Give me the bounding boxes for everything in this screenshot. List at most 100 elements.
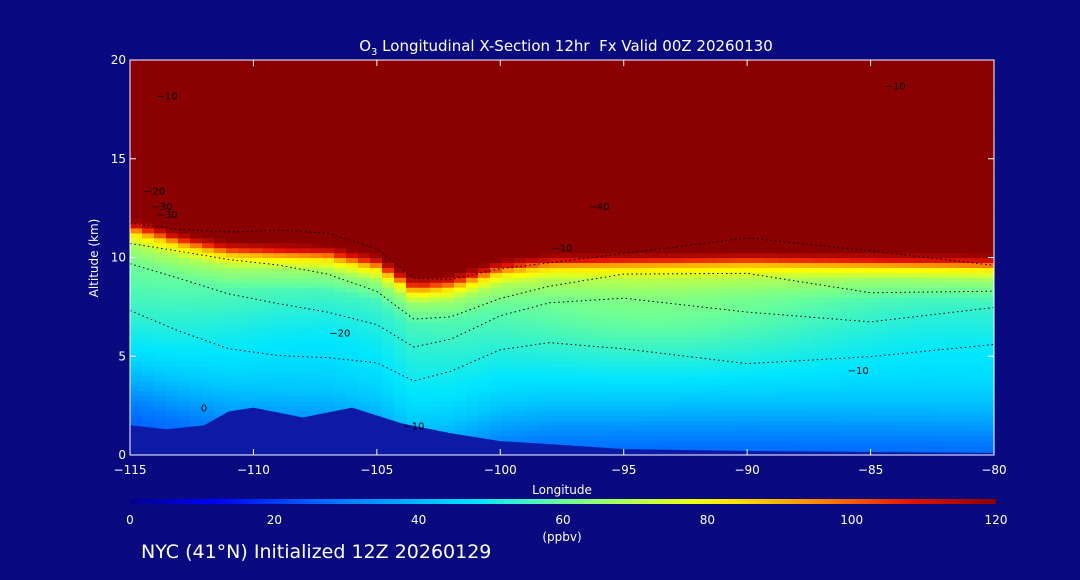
heatmap-cell [850, 321, 863, 328]
heatmap-cell [286, 124, 299, 130]
heatmap-cell [238, 316, 251, 323]
heatmap-cell [142, 114, 155, 120]
heatmap-cell [466, 405, 479, 412]
heatmap-cell [478, 385, 491, 392]
heatmap-cell [670, 218, 683, 224]
heatmap-cell [562, 292, 575, 298]
heatmap-cell [166, 351, 179, 357]
heatmap-cell [310, 267, 323, 273]
heatmap-cell [226, 267, 239, 273]
heatmap-cell [586, 272, 599, 278]
heatmap-cell [586, 346, 599, 352]
heatmap-cell [850, 158, 863, 165]
heatmap-cell [634, 148, 647, 155]
heatmap-cell [610, 193, 623, 199]
heatmap-cell [166, 247, 179, 254]
heatmap-cell [694, 139, 707, 145]
heatmap-cell [802, 430, 815, 436]
heatmap-cell [646, 410, 659, 417]
heatmap-cell [454, 346, 467, 352]
heatmap-cell [802, 272, 815, 278]
heatmap-cell [370, 232, 383, 239]
heatmap-cell [610, 104, 623, 110]
heatmap-cell [478, 109, 491, 115]
heatmap-cell [478, 400, 491, 407]
heatmap-cell [766, 380, 779, 387]
heatmap-cell [526, 380, 539, 387]
heatmap-cell [322, 143, 335, 150]
heatmap-cell [166, 410, 179, 417]
heatmap-cell [550, 242, 563, 249]
heatmap-cell [202, 292, 215, 298]
heatmap-cell [142, 232, 155, 239]
heatmap-cell [502, 316, 515, 323]
heatmap-cell [634, 143, 647, 150]
heatmap-cell [226, 287, 239, 293]
heatmap-cell [406, 410, 419, 417]
heatmap-cell [166, 390, 179, 397]
heatmap-cell [682, 316, 695, 323]
heatmap-cell [802, 208, 815, 214]
heatmap-cell [466, 301, 479, 308]
heatmap-cell [682, 326, 695, 333]
heatmap-cell [730, 425, 743, 431]
heatmap-cell [418, 213, 431, 219]
heatmap-cell [262, 109, 275, 115]
heatmap-cell [670, 173, 683, 180]
heatmap-cell [538, 242, 551, 249]
heatmap-cell [766, 163, 779, 170]
heatmap-cell [790, 326, 803, 333]
heatmap-cell [598, 163, 611, 170]
heatmap-cell [814, 99, 827, 106]
heatmap-cell [694, 252, 707, 259]
heatmap-cell [274, 222, 287, 229]
heatmap-cell [526, 301, 539, 308]
heatmap-cell [682, 282, 695, 288]
heatmap-cell [502, 222, 515, 229]
heatmap-cell [622, 218, 635, 224]
heatmap-cell [538, 114, 551, 120]
heatmap-cell [202, 74, 215, 81]
heatmap-cell [526, 415, 539, 422]
heatmap-cell [634, 232, 647, 239]
heatmap-cell [778, 168, 791, 175]
heatmap-cell [190, 257, 203, 264]
heatmap-cell [622, 222, 635, 229]
heatmap-cell [874, 336, 887, 343]
heatmap-cell [322, 306, 335, 313]
heatmap-cell [538, 361, 551, 367]
heatmap-cell [442, 188, 455, 194]
heatmap-cell [538, 247, 551, 254]
heatmap-cell [634, 89, 647, 96]
heatmap-cell [730, 74, 743, 81]
heatmap-cell [154, 139, 167, 145]
heatmap-cell [718, 183, 731, 189]
heatmap-cell [274, 158, 287, 165]
heatmap-cell [334, 114, 347, 120]
heatmap-cell [850, 163, 863, 170]
heatmap-cell [586, 237, 599, 244]
heatmap-cell [694, 435, 707, 441]
heatmap-cell [862, 99, 875, 106]
heatmap-cell [706, 247, 719, 254]
heatmap-cell [742, 158, 755, 165]
heatmap-cell [682, 143, 695, 150]
heatmap-cell [802, 262, 815, 268]
heatmap-cell [790, 222, 803, 229]
heatmap-cell [862, 361, 875, 367]
heatmap-cell [214, 385, 227, 392]
heatmap-cell [442, 168, 455, 175]
heatmap-cell [538, 183, 551, 189]
heatmap-cell [346, 237, 359, 244]
heatmap-cell [154, 99, 167, 106]
heatmap-cell [202, 316, 215, 323]
heatmap-cell [310, 326, 323, 333]
heatmap-cell [142, 356, 155, 362]
heatmap-cell [826, 272, 839, 278]
heatmap-cell [718, 173, 731, 180]
heatmap-cell [754, 262, 767, 268]
heatmap-cell [706, 400, 719, 407]
heatmap-cell [754, 242, 767, 249]
heatmap-cell [346, 326, 359, 333]
heatmap-cell [802, 178, 815, 185]
